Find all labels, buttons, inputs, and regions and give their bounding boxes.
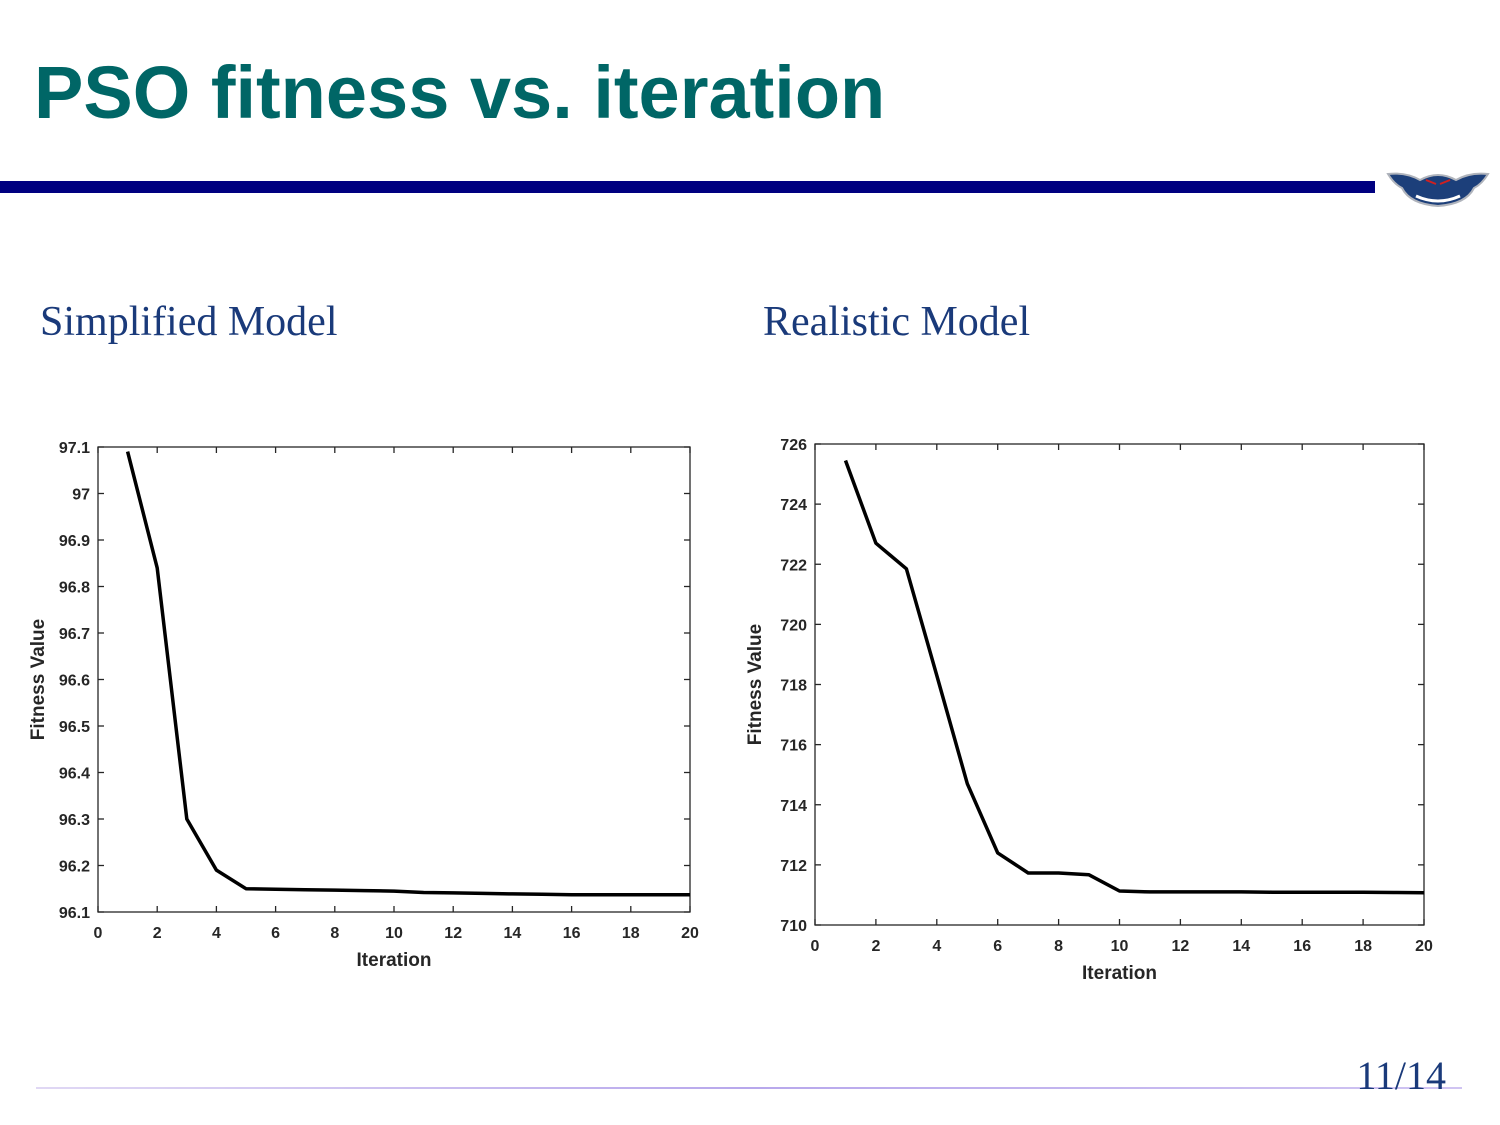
y-tick-label: 718 bbox=[780, 678, 807, 695]
plot-frame bbox=[814, 443, 1425, 926]
y-tick-label: 710 bbox=[780, 918, 807, 935]
x-tick-label: 0 bbox=[94, 925, 103, 942]
y-tick-label: 96.3 bbox=[59, 812, 90, 829]
y-tick-label: 96.2 bbox=[59, 859, 90, 876]
chart-realistic: 0 2 4 6 8 10 12 14 16 18 20 710 712 714 716 718 720 722 72… bbox=[745, 437, 1433, 984]
y-tick-label: 722 bbox=[780, 557, 807, 574]
x-tick-label: 16 bbox=[1293, 938, 1311, 955]
y-tick-label: 96.6 bbox=[59, 673, 90, 690]
x-tick-label: 0 bbox=[811, 938, 820, 955]
x-tick-label: 6 bbox=[271, 925, 280, 942]
x-tick-label: 8 bbox=[330, 925, 339, 942]
page-number: 11/14 bbox=[1356, 1053, 1446, 1098]
y-tick-label: 96.5 bbox=[59, 719, 90, 736]
title-rule bbox=[0, 181, 1375, 193]
x-tick-label: 18 bbox=[622, 925, 640, 942]
footer-line bbox=[36, 1087, 1462, 1089]
panel-title-simplified: Simplified Model bbox=[40, 299, 338, 345]
x-tick-label: 10 bbox=[385, 925, 403, 942]
x-tick-label: 20 bbox=[681, 925, 699, 942]
y-tick-label: 714 bbox=[780, 798, 807, 815]
y-tick-label: 97 bbox=[72, 487, 90, 504]
y-tick-label: 96.7 bbox=[59, 626, 90, 643]
x-tick-label: 2 bbox=[153, 925, 162, 942]
y-tick-label: 96.4 bbox=[59, 766, 90, 783]
y-tick-label: 716 bbox=[780, 738, 807, 755]
slide-title: PSO fitness vs. iteration bbox=[34, 51, 886, 134]
y-tick-label: 712 bbox=[780, 858, 807, 875]
panel-title-realistic: Realistic Model bbox=[763, 299, 1031, 345]
y-tick-label: 97.1 bbox=[59, 440, 90, 457]
x-tick-label: 14 bbox=[504, 925, 522, 942]
y-tick-label: 726 bbox=[780, 437, 807, 454]
x-tick-label: 12 bbox=[444, 925, 462, 942]
y-tick-label: 96.9 bbox=[59, 533, 90, 550]
y-axis-label: Fitness Value bbox=[28, 619, 49, 740]
fitness-line bbox=[125, 451, 690, 897]
y-tick-label: 720 bbox=[780, 617, 807, 634]
x-tick-label: 4 bbox=[212, 925, 221, 942]
x-tick-label: 16 bbox=[563, 925, 581, 942]
x-tick-label: 4 bbox=[932, 938, 941, 955]
x-tick-label: 2 bbox=[871, 938, 880, 955]
x-tick-label: 12 bbox=[1172, 938, 1190, 955]
y-tick-label: 96.8 bbox=[59, 580, 90, 597]
y-tick-label: 724 bbox=[780, 497, 807, 514]
owl-logo bbox=[1386, 172, 1490, 208]
x-tick-label: 6 bbox=[993, 938, 1002, 955]
x-tick-label: 8 bbox=[1054, 938, 1063, 955]
x-tick-label: 18 bbox=[1354, 938, 1372, 955]
x-axis-label: Iteration bbox=[357, 950, 432, 971]
y-axis-label: Fitness Value bbox=[745, 624, 766, 745]
x-tick-label: 10 bbox=[1111, 938, 1129, 955]
x-tick-label: 14 bbox=[1232, 938, 1250, 955]
x-axis-label: Iteration bbox=[1082, 963, 1157, 984]
chart-simplified: 0 2 4 6 8 10 12 14 16 18 20 96.1 96.2 96.3 96.4 96.5 96.… bbox=[28, 440, 699, 971]
fitness-line bbox=[843, 459, 1425, 895]
y-tick-label: 96.1 bbox=[59, 905, 90, 922]
x-tick-label: 20 bbox=[1415, 938, 1433, 955]
